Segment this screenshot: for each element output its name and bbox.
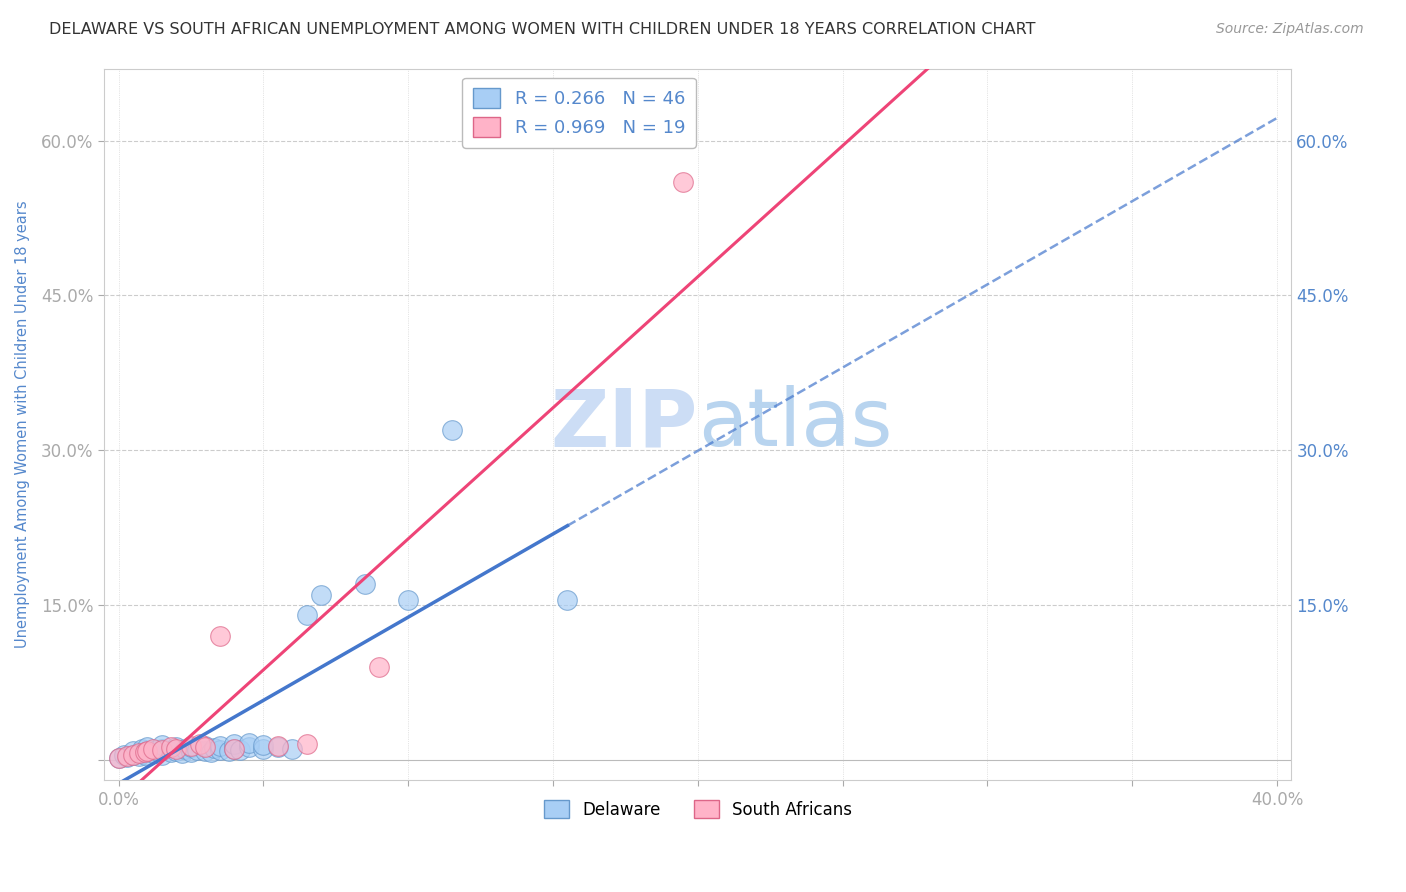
Point — [672, 175, 695, 189]
Text: Source: ZipAtlas.com: Source: ZipAtlas.com — [1216, 22, 1364, 37]
Point — [150, 742, 173, 756]
Point — [353, 577, 375, 591]
Point — [295, 737, 318, 751]
Point — [194, 739, 217, 754]
Y-axis label: Unemployment Among Women with Children Under 18 years: Unemployment Among Women with Children U… — [15, 201, 30, 648]
Text: DELAWARE VS SOUTH AFRICAN UNEMPLOYMENT AMONG WOMEN WITH CHILDREN UNDER 18 YEARS : DELAWARE VS SOUTH AFRICAN UNEMPLOYMENT A… — [49, 22, 1036, 37]
Point — [128, 748, 150, 763]
Point — [252, 742, 274, 756]
Point — [440, 423, 463, 437]
Point — [136, 744, 159, 758]
Point — [136, 744, 159, 758]
Point — [267, 740, 290, 755]
Point — [557, 592, 579, 607]
Point — [122, 744, 145, 758]
Point — [295, 608, 318, 623]
Point — [396, 592, 419, 607]
Point — [202, 741, 225, 756]
Point — [267, 739, 290, 754]
Point — [122, 747, 145, 762]
Point — [238, 736, 260, 750]
Point — [107, 750, 129, 764]
Point — [136, 740, 159, 755]
Point — [252, 738, 274, 752]
Legend: Delaware, South Africans: Delaware, South Africans — [537, 793, 859, 825]
Point — [188, 737, 211, 751]
Point — [194, 740, 217, 755]
Point — [122, 747, 145, 762]
Point — [368, 660, 391, 674]
Point — [112, 747, 135, 762]
Point — [115, 749, 138, 764]
Point — [131, 747, 153, 761]
Point — [115, 748, 138, 763]
Point — [128, 747, 150, 761]
Point — [131, 742, 153, 756]
Point — [180, 739, 202, 754]
Point — [172, 747, 194, 761]
Point — [208, 739, 231, 754]
Point — [218, 744, 240, 758]
Point — [224, 737, 246, 751]
Point — [208, 743, 231, 757]
Point — [159, 740, 181, 755]
Point — [134, 746, 156, 760]
Text: atlas: atlas — [697, 385, 893, 464]
Point — [145, 743, 167, 757]
Point — [186, 743, 208, 757]
Text: ZIP: ZIP — [551, 385, 697, 464]
Point — [281, 742, 304, 756]
Point — [165, 740, 187, 755]
Point — [309, 588, 332, 602]
Point — [208, 629, 231, 643]
Point — [159, 746, 181, 760]
Point — [165, 742, 187, 756]
Point — [224, 742, 246, 756]
Point — [150, 743, 173, 757]
Point — [174, 742, 197, 756]
Point — [180, 746, 202, 760]
Point — [150, 747, 173, 762]
Point — [194, 744, 217, 758]
Point — [238, 740, 260, 755]
Point — [180, 740, 202, 755]
Point — [134, 747, 156, 762]
Point — [229, 743, 252, 757]
Point — [224, 742, 246, 756]
Point — [165, 744, 187, 758]
Point — [107, 750, 129, 764]
Point — [150, 738, 173, 752]
Point — [142, 742, 165, 756]
Point — [200, 746, 222, 760]
Point — [142, 747, 165, 761]
